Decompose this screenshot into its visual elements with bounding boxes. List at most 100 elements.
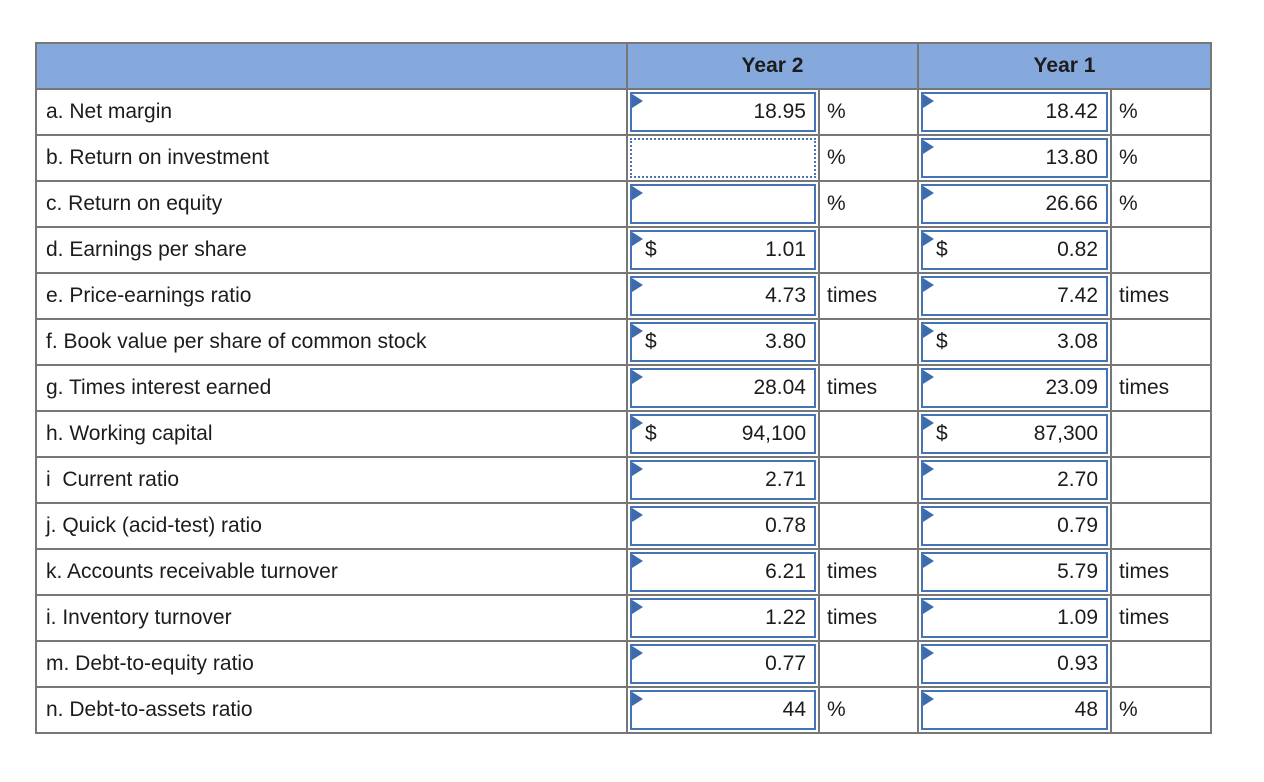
year1-cell: 18.42 <box>917 88 1112 136</box>
year1-input[interactable]: 7.42 <box>921 276 1108 316</box>
year2-input[interactable]: 44 <box>630 690 816 730</box>
year1-cell: $ 3.08 <box>917 318 1112 366</box>
year1-unit <box>1110 318 1212 366</box>
row-label: d. Earnings per share <box>35 226 628 274</box>
year1-input[interactable]: 0.79 <box>921 506 1108 546</box>
year2-cell: 44 <box>626 686 820 734</box>
year2-input[interactable]: 2.71 <box>630 460 816 500</box>
year1-input[interactable]: 23.09 <box>921 368 1108 408</box>
year2-input[interactable]: 28.04 <box>630 368 816 408</box>
year2-input[interactable]: $ 94,100 <box>630 414 816 454</box>
year2-cell: 6.21 <box>626 548 820 596</box>
year2-input[interactable]: $ 1.01 <box>630 230 816 270</box>
year2-cell: 2.71 <box>626 456 820 504</box>
year2-unit <box>818 640 919 688</box>
year2-input[interactable] <box>630 138 816 178</box>
year1-unit: times <box>1110 272 1212 320</box>
table-row: j. Quick (acid-test) ratio 0.78 0.79 <box>35 502 1212 550</box>
table-row: b. Return on investment % 13.80 % <box>35 134 1212 182</box>
year2-input[interactable]: 0.77 <box>630 644 816 684</box>
cell-flag-icon <box>632 600 643 614</box>
year1-cell: 7.42 <box>917 272 1112 320</box>
year2-input[interactable]: 1.22 <box>630 598 816 638</box>
cell-flag-icon <box>923 600 934 614</box>
year1-input[interactable]: $ 3.08 <box>921 322 1108 362</box>
year1-cell: $ 0.82 <box>917 226 1112 274</box>
dollar-prefix: $ <box>645 330 657 353</box>
cell-flag-icon <box>632 416 643 430</box>
year2-input[interactable]: 0.78 <box>630 506 816 546</box>
year1-value: 5.79 <box>1057 560 1098 583</box>
table-row: k. Accounts receivable turnover 6.21 tim… <box>35 548 1212 596</box>
cell-flag-icon <box>923 370 934 384</box>
year1-unit <box>1110 456 1212 504</box>
row-label: b. Return on investment <box>35 134 628 182</box>
year2-cell: 28.04 <box>626 364 820 412</box>
year2-unit <box>818 502 919 550</box>
year2-input[interactable]: 6.21 <box>630 552 816 592</box>
year1-value: 2.70 <box>1057 468 1098 491</box>
year1-unit <box>1110 410 1212 458</box>
year2-value: 1.01 <box>765 238 806 261</box>
cell-flag-icon <box>632 232 643 246</box>
table-row: c. Return on equity % 26.66 % <box>35 180 1212 228</box>
cell-flag-icon <box>923 508 934 522</box>
table-row: i. Inventory turnover 1.22 times 1.09 ti… <box>35 594 1212 642</box>
year2-value: 2.71 <box>765 468 806 491</box>
year1-cell: 23.09 <box>917 364 1112 412</box>
year2-cell <box>626 134 820 182</box>
table-row: a. Net margin 18.95 % 18.42 % <box>35 88 1212 136</box>
year1-value: 87,300 <box>1033 422 1098 445</box>
year1-cell: 2.70 <box>917 456 1112 504</box>
year1-input[interactable]: 13.80 <box>921 138 1108 178</box>
year2-unit <box>818 456 919 504</box>
year1-input[interactable]: 2.70 <box>921 460 1108 500</box>
year1-unit <box>1110 502 1212 550</box>
row-label: g. Times interest earned <box>35 364 628 412</box>
year1-input[interactable]: $ 87,300 <box>921 414 1108 454</box>
year2-unit: % <box>818 88 919 136</box>
year1-unit: times <box>1110 364 1212 412</box>
year2-input[interactable]: $ 3.80 <box>630 322 816 362</box>
year2-cell: 0.78 <box>626 502 820 550</box>
table-row: i Current ratio 2.71 2.70 <box>35 456 1212 504</box>
year2-unit: % <box>818 686 919 734</box>
year2-input[interactable] <box>630 184 816 224</box>
cell-flag-icon <box>923 416 934 430</box>
year2-unit <box>818 410 919 458</box>
cell-flag-icon <box>632 370 643 384</box>
year2-unit: times <box>818 272 919 320</box>
year1-input[interactable]: 48 <box>921 690 1108 730</box>
year1-input[interactable]: 26.66 <box>921 184 1108 224</box>
year1-unit: % <box>1110 180 1212 228</box>
row-label: n. Debt-to-assets ratio <box>35 686 628 734</box>
year1-value: 48 <box>1074 698 1098 721</box>
dollar-prefix: $ <box>645 238 657 261</box>
cell-flag-icon <box>923 692 934 706</box>
year1-input[interactable]: $ 0.82 <box>921 230 1108 270</box>
row-label: f. Book value per share of common stock <box>35 318 628 366</box>
year1-cell: 48 <box>917 686 1112 734</box>
row-label: c. Return on equity <box>35 180 628 228</box>
year1-input[interactable]: 1.09 <box>921 598 1108 638</box>
year1-cell: 0.93 <box>917 640 1112 688</box>
year1-unit: times <box>1110 594 1212 642</box>
dollar-prefix: $ <box>936 330 948 353</box>
year2-input[interactable]: 18.95 <box>630 92 816 132</box>
year1-cell: $ 87,300 <box>917 410 1112 458</box>
year2-input[interactable]: 4.73 <box>630 276 816 316</box>
year2-column-header: Year 2 <box>626 42 919 90</box>
year2-unit: % <box>818 134 919 182</box>
year1-input[interactable]: 5.79 <box>921 552 1108 592</box>
year2-value: 44 <box>782 698 806 721</box>
year1-input[interactable]: 0.93 <box>921 644 1108 684</box>
row-label: i. Inventory turnover <box>35 594 628 642</box>
year1-input[interactable]: 18.42 <box>921 92 1108 132</box>
cell-flag-icon <box>632 94 643 108</box>
year2-cell <box>626 180 820 228</box>
cell-flag-icon <box>923 462 934 476</box>
row-label: e. Price-earnings ratio <box>35 272 628 320</box>
table-row: m. Debt-to-equity ratio 0.77 0.93 <box>35 640 1212 688</box>
year1-value: 1.09 <box>1057 606 1098 629</box>
year2-value: 4.73 <box>765 284 806 307</box>
